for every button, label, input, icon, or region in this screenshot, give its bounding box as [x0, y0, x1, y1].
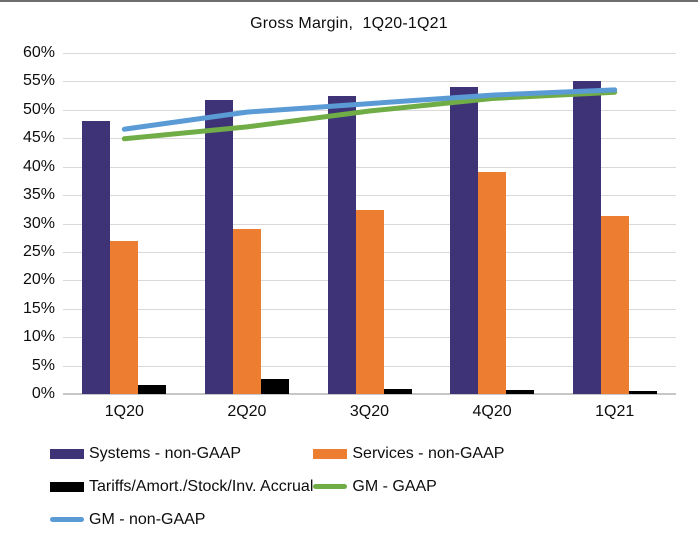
y-axis-labels: 0% 5% 10% 15% 20% 25% 30% 35% 40% 45% 50% 55% 60%: [0, 44, 55, 402]
legend-label: GM - non-GAAP: [89, 510, 206, 528]
x-axis-line: [63, 393, 676, 395]
y-tick-label-20: 20%: [22, 271, 55, 289]
legend-swatch-services-non-gaap: [313, 448, 348, 459]
gridline-45pct: [63, 138, 676, 140]
legend-item-gm-gaap: GM - GAAP: [313, 478, 504, 496]
y-tick-label-55: 55%: [22, 72, 55, 90]
bar-systems-non-gaap-3q20: [327, 95, 356, 394]
bar-systems-non-gaap-1q21: [572, 81, 601, 394]
bar-tariffs-amort-stock-inv-accrual-1q21: [628, 391, 657, 394]
bar-systems-non-gaap-4q20: [450, 87, 479, 394]
bar-services-non-gaap-3q20: [355, 209, 384, 394]
bar-tariffs-amort-stock-inv-accrual-1q20: [138, 384, 167, 394]
legend-label: GM - GAAP: [352, 477, 437, 495]
plot-area: [63, 53, 676, 395]
x-tick-label-1q21: 1Q21: [595, 403, 635, 420]
y-tick-label-0: 0%: [31, 385, 55, 402]
x-tick-label-4q20: 4Q20: [472, 403, 512, 420]
legend-item-systems-non-gaap: Systems - non-GAAP: [50, 445, 313, 463]
bar-services-non-gaap-1q20: [110, 240, 139, 394]
x-axis-labels: 1Q20 2Q20 3Q20 4Q20 1Q21: [63, 403, 676, 423]
gm-gaap-line: [121, 89, 618, 142]
bar-services-non-gaap-4q20: [478, 172, 507, 394]
x-tick-label-1q20: 1Q20: [104, 403, 144, 420]
x-tick-label-3q20: 3Q20: [349, 403, 390, 420]
y-tick-label-10: 10%: [22, 328, 55, 346]
gridline-35pct: [63, 195, 676, 197]
y-tick-label-30: 30%: [22, 214, 55, 232]
line-series-overlay: [121, 87, 618, 142]
legend-swatch-gm-non-gaap: [50, 517, 84, 522]
gridline-60pct: [63, 53, 676, 54]
y-tick-label-40: 40%: [22, 157, 55, 175]
legend-swatch-systems-non-gaap: [50, 448, 84, 459]
legend: Systems - non-GAAP Services - non-GAAP Tar…: [50, 437, 504, 535]
legend-label: Tariffs/Amort./Stock/Inv. Accrual: [89, 477, 314, 495]
top-edge-line: [0, 0, 698, 2]
legend-label: Services - non-GAAP: [352, 444, 505, 462]
gridline-55pct: [63, 81, 676, 83]
legend-label: Systems - non-GAAP: [89, 444, 242, 462]
legend-swatch-gm-gaap: [313, 484, 348, 489]
y-tick-label-25: 25%: [22, 242, 55, 260]
legend-item-services-non-gaap: Services - non-GAAP: [313, 445, 504, 463]
gridline-40pct: [63, 166, 676, 168]
y-tick-label-15: 15%: [22, 299, 55, 317]
bar-services-non-gaap-1q21: [600, 216, 629, 394]
y-tick-label-60: 60%: [22, 44, 55, 61]
y-tick-label-5: 5%: [31, 356, 55, 374]
bar-systems-non-gaap-2q20: [204, 99, 233, 394]
gm-non-gaap-line: [121, 87, 618, 132]
bar-systems-non-gaap-1q20: [82, 121, 111, 394]
x-tick-label-2q20: 2Q20: [227, 403, 267, 420]
chart-title: Gross Margin, 1Q20-1Q21: [250, 15, 448, 32]
legend-swatch-tariffs-amort-stock-inv-accrual: [50, 481, 84, 492]
y-tick-label-35: 35%: [22, 186, 55, 204]
y-tick-label-45: 45%: [22, 129, 55, 147]
legend-item-tariffs-amort-stock-inv-accrual: Tariffs/Amort./Stock/Inv. Accrual: [50, 478, 313, 496]
bar-tariffs-amort-stock-inv-accrual-3q20: [383, 388, 412, 394]
bar-tariffs-amort-stock-inv-accrual-4q20: [506, 390, 535, 394]
bar-tariffs-amort-stock-inv-accrual-2q20: [260, 378, 289, 394]
legend-item-gm-non-gaap: GM - non-GAAP: [50, 511, 313, 529]
bar-services-non-gaap-2q20: [232, 229, 261, 394]
y-tick-label-50: 50%: [22, 100, 55, 118]
